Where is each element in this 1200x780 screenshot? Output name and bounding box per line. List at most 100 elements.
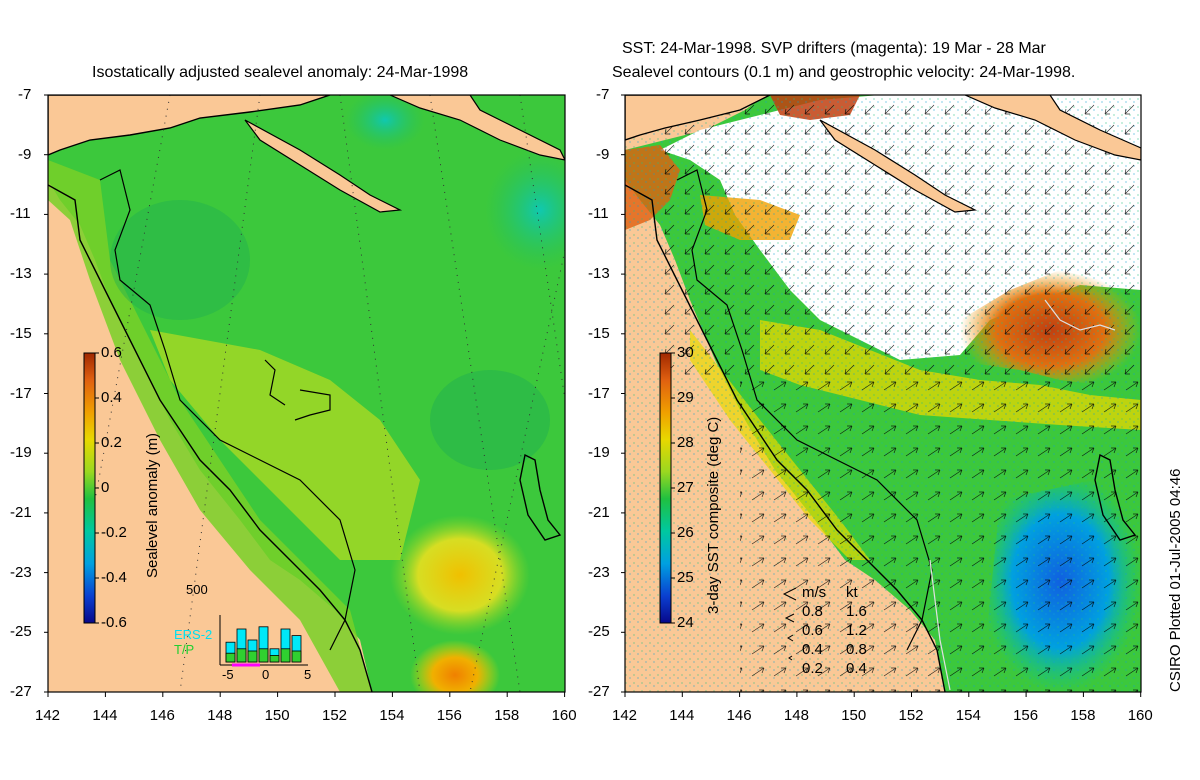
lat-tick-label: -7 — [596, 86, 610, 103]
lat-tick-label: -15 — [10, 324, 32, 342]
lat-tick-label: -19 — [10, 444, 32, 462]
lat-tick-label: -9 — [18, 145, 32, 163]
lon-tick-label: 142 — [612, 707, 638, 724]
lat-tick-label: -23 — [588, 563, 610, 581]
histogram-xtick-0: 0 — [262, 667, 270, 682]
lat-tick-label: -13 — [588, 265, 610, 283]
right-reef — [1094, 453, 1137, 541]
lat-tick-label: -21 — [588, 503, 610, 521]
velocity-legend-row-kt: 0.8 — [846, 641, 867, 658]
lon-tick-label: 148 — [207, 707, 233, 724]
right-velocity-arrows-north — [660, 95, 1141, 380]
right-colorbar-tick: 24 — [677, 614, 694, 631]
lat-tick-label: -25 — [588, 623, 610, 641]
left-colorbar-tick: -0.4 — [101, 569, 127, 586]
lat-tick-label: -17 — [588, 384, 610, 402]
lon-tick-label: 156 — [436, 707, 462, 724]
velocity-legend-row-kt: 1.6 — [846, 603, 867, 620]
velocity-legend-row-kt: 0.4 — [846, 660, 867, 677]
right-map — [625, 95, 1141, 692]
left-reef-2 — [519, 453, 562, 541]
right-louisiade — [819, 119, 978, 213]
lon-tick-label: 144 — [669, 707, 695, 724]
right-colorbar-label: 3-day SST composite (deg C) — [705, 416, 722, 614]
histogram-bar-tp — [291, 650, 302, 663]
histogram-xtick-5: 5 — [304, 667, 312, 682]
lon-tick-label: 144 — [92, 707, 118, 724]
lat-tick-label: -9 — [596, 145, 610, 163]
left-louisiade — [244, 119, 403, 213]
right-colorbar-tick: 30 — [677, 344, 694, 361]
right-panel-title-line1: SST: 24-Mar-1998. SVP drifters (magenta)… — [622, 40, 1046, 57]
left-shelf — [48, 160, 372, 692]
left-colorbar-label: Sealevel anomaly (m) — [144, 432, 161, 578]
lon-tick-label: 158 — [494, 707, 520, 724]
lon-tick-label: 154 — [379, 707, 405, 724]
histogram-bar-tp — [269, 655, 280, 663]
right-panel-title-line2: Sealevel contours (0.1 m) and geostrophi… — [612, 64, 1076, 81]
right-png-coast — [625, 95, 771, 141]
credit-text: CSIRO Plotted 01-Jul-2005 04:46 — [1167, 468, 1184, 692]
lon-tick-label: 142 — [35, 707, 61, 724]
right-png-islands — [964, 95, 1141, 161]
left-colorbar-tick: 0 — [101, 479, 110, 496]
left-histogram — [219, 615, 308, 667]
velocity-legend: m/s kt 0.8 1.6 0.6 1.2 0.4 0.8 0.2 0.4 — [802, 583, 867, 678]
left-colorbar-tick: 0.6 — [101, 344, 122, 361]
histogram-legend-tp: T/P — [174, 642, 195, 657]
lon-tick-label: 152 — [322, 707, 348, 724]
left-map — [48, 95, 565, 692]
lon-tick-label: 146 — [149, 707, 175, 724]
right-colorbar — [659, 352, 672, 624]
right-colorbar-tick: 28 — [677, 434, 694, 451]
lon-tick-label: 154 — [955, 707, 981, 724]
right-shelf-contour — [676, 169, 933, 651]
left-colorbar — [83, 352, 96, 624]
right-colorbar-tick: 29 — [677, 389, 694, 406]
histogram-bar-tp — [236, 648, 247, 663]
lon-tick-label: 146 — [726, 707, 752, 724]
left-satellite-tracks — [94, 95, 565, 692]
lat-tick-label: -13 — [10, 265, 32, 283]
lat-tick-label: -11 — [10, 205, 31, 223]
left-shelf-contour — [99, 169, 356, 651]
histogram-xtick-neg5: -5 — [222, 667, 234, 682]
lat-tick-label: -11 — [588, 205, 609, 223]
right-drifter-track — [929, 299, 1116, 691]
lat-tick-label: -19 — [588, 444, 610, 462]
lat-tick-label: -23 — [10, 563, 32, 581]
histogram-legend-ers2: ERS-2 — [174, 627, 213, 642]
velocity-legend-header-kt: kt — [846, 584, 858, 601]
left-colorbar-tick: 0.4 — [101, 389, 122, 406]
lon-tick-label: 150 — [264, 707, 290, 724]
left-low-anomaly-north — [345, 95, 425, 150]
lat-tick-label: -7 — [18, 86, 32, 103]
lat-tick-label: -21 — [10, 503, 32, 521]
lon-tick-label: 152 — [898, 707, 924, 724]
left-panel-title: Isostatically adjusted sealevel anomaly:… — [92, 64, 469, 81]
right-australia-coast — [625, 184, 946, 692]
velocity-legend-row-ms: 0.6 — [802, 622, 823, 639]
histogram-bar-tp — [247, 650, 258, 663]
lon-tick-label: 148 — [783, 707, 809, 724]
histogram-bar-tp — [258, 648, 269, 663]
right-colorbar-tick: 26 — [677, 524, 694, 541]
left-yellow-patch — [150, 330, 420, 560]
left-low-anomaly-west — [110, 200, 250, 320]
lon-tick-label: 160 — [551, 707, 577, 724]
lat-tick-label: -25 — [10, 623, 32, 641]
left-high-anomaly — [390, 515, 530, 635]
left-australia-coast — [48, 184, 373, 692]
lon-tick-label: 156 — [1013, 707, 1039, 724]
right-colorbar-tick: 25 — [677, 569, 694, 586]
lat-tick-label: -27 — [10, 683, 32, 700]
velocity-legend-row-ms: 0.2 — [802, 660, 823, 677]
lon-tick-label: 150 — [841, 707, 867, 724]
histogram-bar-tp — [225, 652, 236, 663]
lon-tick-label: 160 — [1127, 707, 1153, 724]
left-colorbar-tick: -0.6 — [101, 614, 127, 631]
lat-tick-label: -17 — [10, 384, 32, 402]
velocity-legend-row-ms: 0.8 — [802, 603, 823, 620]
lat-tick-label: -27 — [588, 683, 610, 700]
